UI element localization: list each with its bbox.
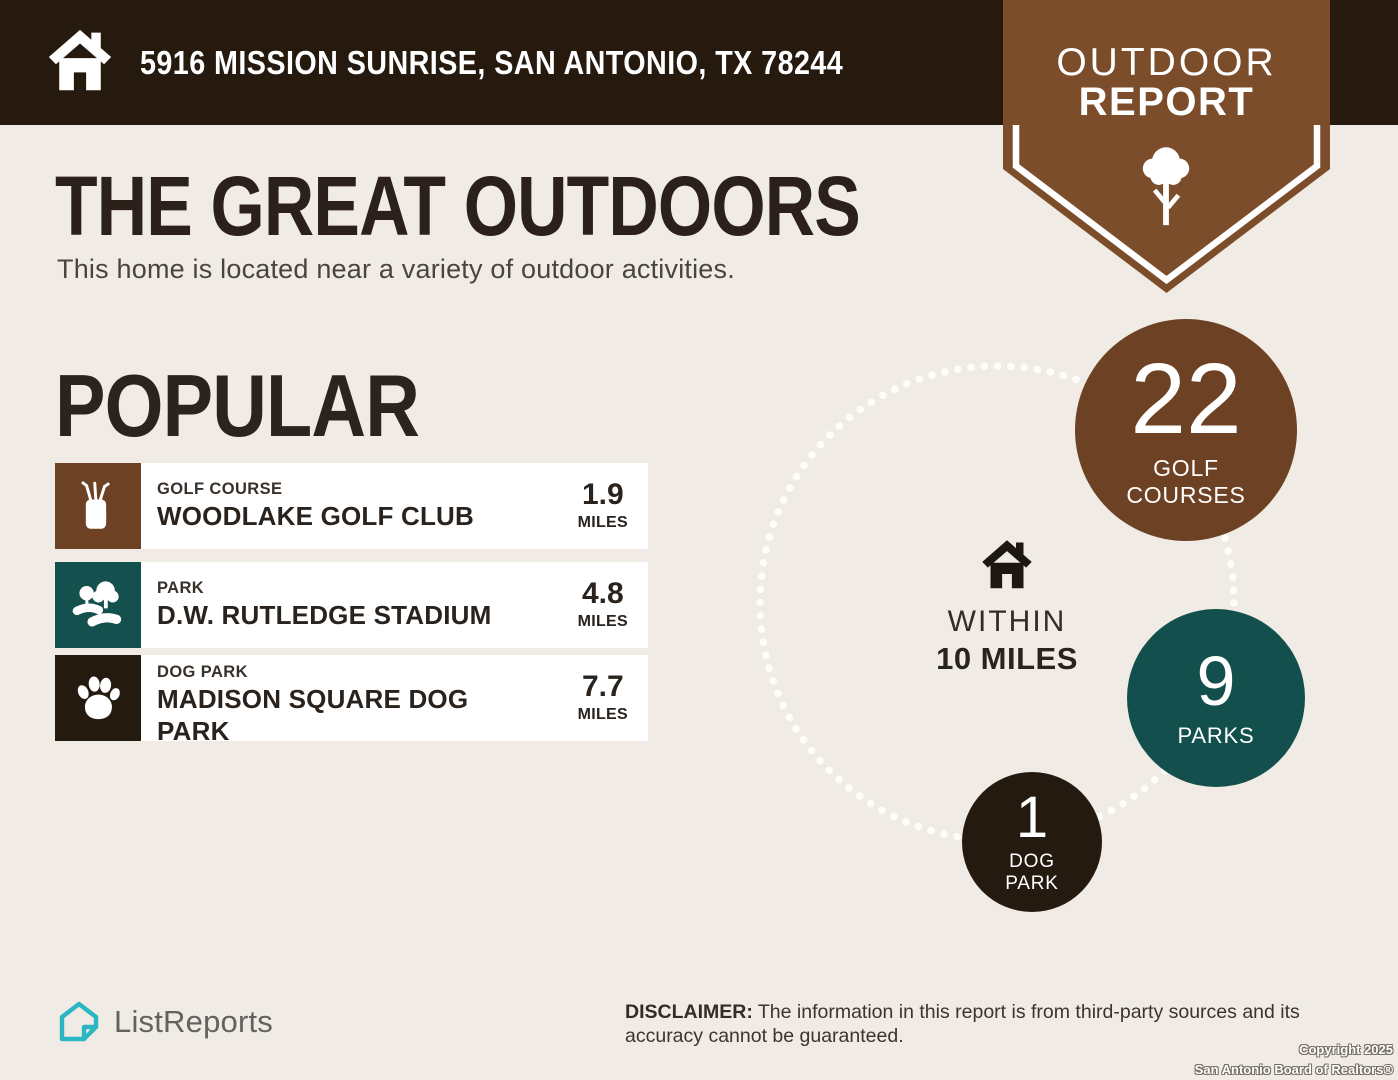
listreports-logo-icon xyxy=(59,1001,99,1042)
popular-heading: POPULAR xyxy=(55,356,420,455)
radius-center-label: WITHIN 10 MILES xyxy=(897,540,1117,677)
disclaimer-label: DISCLAIMER: xyxy=(625,1001,753,1023)
golf-tile xyxy=(55,463,141,549)
stat-value: 1 xyxy=(1015,784,1049,850)
property-address: 5916 MISSION SUNRISE, SAN ANTONIO, TX 78… xyxy=(140,44,844,81)
stat-value: 22 xyxy=(1130,343,1242,456)
dog-park-card: DOG PARK MADISON SQUARE DOG PARK 7.7 MIL… xyxy=(141,655,648,741)
stat-label: DOG PARK xyxy=(1005,850,1059,894)
copyright: Copyright 2025 San Antonio Board of Real… xyxy=(1195,1040,1393,1079)
listreports-logo: ListReports xyxy=(57,1000,273,1044)
park-tile xyxy=(55,562,141,648)
golf-card: GOLF COURSE WOODLAKE GOLF CLUB 1.9 MILES xyxy=(141,463,648,549)
park-card: PARK D.W. RUTLEDGE STADIUM 4.8 MILES xyxy=(141,562,648,648)
ten-miles-label: 10 MILES xyxy=(936,641,1078,676)
distance-value: 7.7 xyxy=(581,670,624,703)
stat-label: PARKS xyxy=(1177,722,1255,748)
distance-block: 1.9 MILES xyxy=(578,480,628,532)
dog-park-tile xyxy=(55,655,141,741)
badge-shield-shape xyxy=(1003,0,1330,293)
page-subtitle: This home is located near a variety of o… xyxy=(57,254,735,284)
paw-icon xyxy=(77,676,120,720)
distance-value: 4.8 xyxy=(581,577,624,610)
category-label: GOLF COURSE xyxy=(157,479,283,498)
stat-dog-park: 1 DOG PARK xyxy=(962,772,1102,912)
list-item-dog-park: DOG PARK MADISON SQUARE DOG PARK 7.7 MIL… xyxy=(55,655,648,741)
house-icon xyxy=(48,29,112,91)
stat-value: 9 xyxy=(1196,642,1236,721)
page-title: THE GREAT OUTDOORS xyxy=(55,159,861,253)
dog-park-text: DOG PARK MADISON SQUARE DOG PARK xyxy=(157,655,529,741)
listreports-wordmark: ListReports xyxy=(114,1004,273,1039)
stat-golf-courses: 22 GOLF COURSES xyxy=(1075,319,1297,541)
distance-block: 4.8 MILES xyxy=(578,579,628,631)
tree-icon xyxy=(1142,147,1190,226)
distance-unit: MILES xyxy=(577,706,628,723)
golf-text: GOLF COURSE WOODLAKE GOLF CLUB xyxy=(157,480,529,533)
home-marker-icon xyxy=(982,540,1032,589)
place-name: MADISON SQUARE DOG PARK xyxy=(157,684,469,741)
copyright-line2: San Antonio Board of Realtors® xyxy=(1194,1061,1393,1077)
stat-parks: 9 PARKS xyxy=(1127,609,1305,787)
outdoor-report-badge: OUTDOOR REPORT xyxy=(1003,0,1330,300)
disclaimer-text: The information in this report is from t… xyxy=(625,1001,1300,1047)
list-item-park: PARK D.W. RUTLEDGE STADIUM 4.8 MILES xyxy=(55,562,648,648)
place-name: WOODLAKE GOLF CLUB xyxy=(157,500,475,531)
golf-bag-icon xyxy=(81,481,110,529)
disclaimer: DISCLAIMER: The information in this repo… xyxy=(625,1001,1347,1049)
park-trees-icon xyxy=(72,581,122,627)
list-item-golf-course: GOLF COURSE WOODLAKE GOLF CLUB 1.9 MILES xyxy=(55,463,648,549)
distance-block: 7.7 MILES xyxy=(578,672,628,724)
category-label: DOG PARK xyxy=(157,663,248,681)
place-name: D.W. RUTLEDGE STADIUM xyxy=(157,599,492,630)
distance-unit: MILES xyxy=(577,514,628,531)
badge-title-line2: REPORT xyxy=(1078,80,1255,124)
copyright-line1: Copyright 2025 xyxy=(1299,1042,1393,1057)
park-text: PARK D.W. RUTLEDGE STADIUM xyxy=(157,579,529,632)
distance-unit: MILES xyxy=(577,613,628,630)
distance-value: 1.9 xyxy=(581,478,624,511)
badge-title-line1: OUTDOOR xyxy=(1056,41,1277,84)
within-label: WITHIN xyxy=(947,605,1067,638)
category-label: PARK xyxy=(157,578,205,597)
stat-label: GOLF COURSES xyxy=(1126,455,1246,508)
